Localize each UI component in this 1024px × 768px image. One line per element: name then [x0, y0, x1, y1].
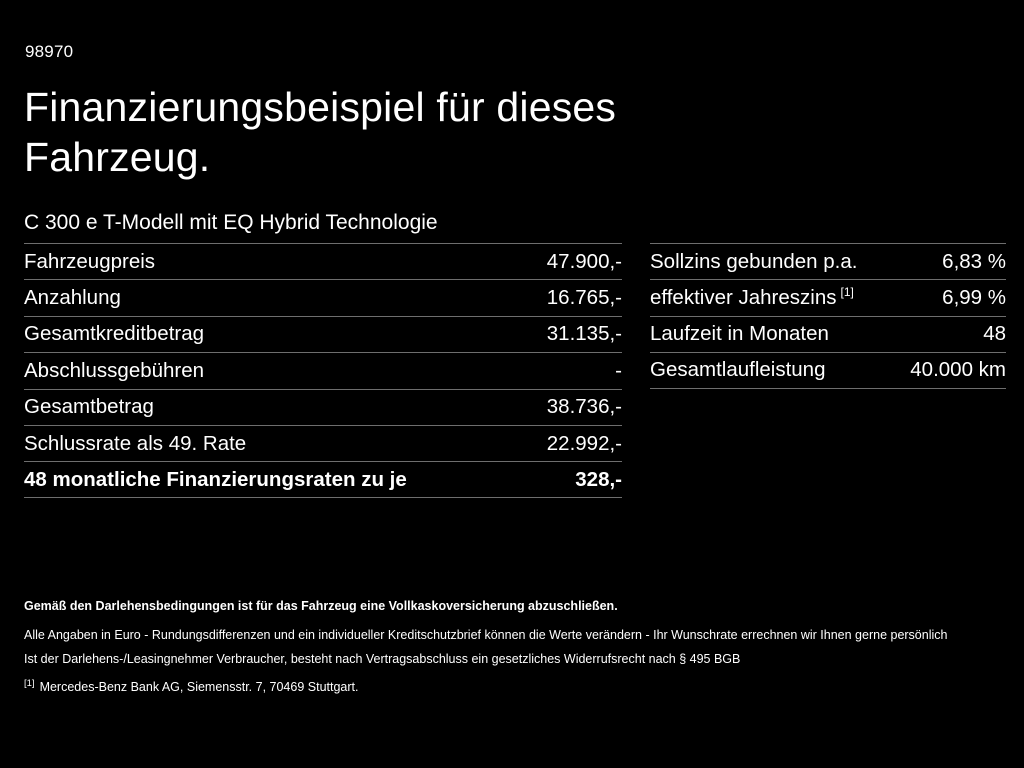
- row-label: Gesamtbetrag: [24, 395, 154, 419]
- row-value: 47.900,-: [546, 249, 622, 273]
- table-row: effektiver Jahreszins [1] 6,99 %: [650, 279, 1006, 315]
- table-row-monthly-rate: 48 monatliche Finanzierungsraten zu je 3…: [24, 461, 622, 498]
- row-label: Sollzins gebunden p.a.: [650, 249, 858, 273]
- footnote-bank-reference: [1] Mercedes-Benz Bank AG, Siemensstr. 7,…: [24, 677, 984, 695]
- row-value: 6,83 %: [942, 249, 1006, 273]
- table-row: Anzahlung 16.765,-: [24, 279, 622, 315]
- row-label: Fahrzeugpreis: [24, 249, 156, 273]
- row-value: 16.765,-: [546, 286, 622, 310]
- table-row: Schlussrate als 49. Rate 22.992,-: [24, 424, 622, 461]
- vehicle-id: 98970: [25, 42, 74, 61]
- row-label: Gesamtkreditbetrag: [24, 322, 205, 346]
- row-value: 40.000 km: [910, 358, 1006, 382]
- row-label: Abschlussgebühren: [24, 358, 205, 382]
- table-row: Laufzeit in Monaten 48: [650, 315, 1006, 352]
- footnote-ref-marker: [1]: [24, 677, 35, 689]
- row-value: 22.992,-: [546, 431, 622, 455]
- row-value: -: [615, 358, 622, 382]
- table-row: Gesamtlaufleistung 40.000 km: [650, 352, 1006, 389]
- footnote-withdrawal-right: Ist der Darlehens-/Leasingnehmer Verbrau…: [24, 652, 741, 666]
- table-row: Gesamtbetrag 38.736,-: [24, 388, 622, 425]
- row-label: Schlussrate als 49. Rate: [24, 431, 247, 455]
- row-label: Gesamtlaufleistung: [650, 358, 826, 382]
- page-title: Finanzierungsbeispiel für dieses Fahrzeu…: [24, 84, 617, 181]
- row-label: effektiver Jahreszins [1]: [650, 285, 854, 310]
- table-row: Sollzins gebunden p.a. 6,83 %: [650, 243, 1006, 279]
- footnotes-section: Gemäß den Darlehensbedingungen ist für d…: [24, 599, 984, 704]
- footnote-insurance: Gemäß den Darlehensbedingungen ist für d…: [24, 599, 618, 613]
- footnote-marker: [1]: [840, 285, 854, 300]
- table-row: Abschlussgebühren -: [24, 352, 622, 388]
- row-value: 48: [983, 322, 1006, 346]
- table-row: Gesamtkreditbetrag 31.135,-: [24, 315, 622, 352]
- table-row: Fahrzeugpreis 47.900,-: [24, 243, 622, 279]
- row-label: Laufzeit in Monaten: [650, 322, 829, 346]
- row-label: 48 monatliche Finanzierungsraten zu je: [24, 467, 407, 491]
- footnote-euro-note: Alle Angaben in Euro - Rundungsdifferenz…: [24, 628, 948, 642]
- row-value: 6,99 %: [942, 286, 1006, 310]
- row-value: 328,-: [575, 467, 622, 491]
- vehicle-model-subtitle: C 300 e T-Modell mit EQ Hybrid Technolog…: [24, 211, 438, 234]
- row-value: 31.135,-: [546, 322, 622, 346]
- financing-details-table: Fahrzeugpreis 47.900,- Anzahlung 16.765,…: [24, 243, 622, 498]
- footnote-ref-text: Mercedes-Benz Bank AG, Siemensstr. 7, 70…: [39, 680, 359, 694]
- row-value: 38.736,-: [546, 395, 622, 419]
- row-label: Anzahlung: [24, 286, 121, 310]
- financing-conditions-table: Sollzins gebunden p.a. 6,83 % effektiver…: [650, 243, 1006, 389]
